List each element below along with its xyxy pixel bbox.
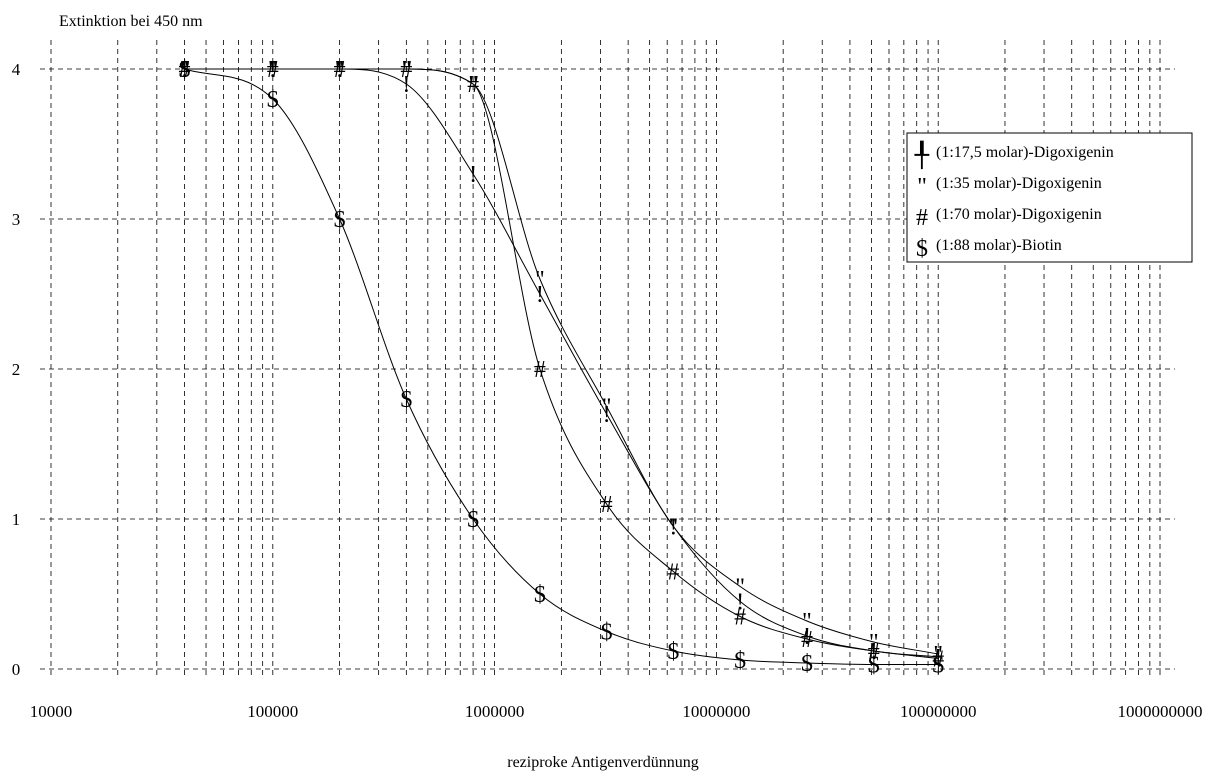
y-tick-label: 2 — [12, 360, 21, 379]
data-point-series-4: $ — [932, 653, 944, 679]
series-curves — [184, 68, 939, 665]
data-point-series-1: ! — [336, 57, 344, 83]
data-point-series-2: " — [401, 57, 411, 83]
series-line-4 — [184, 68, 939, 665]
x-tick-label: 100000 — [247, 702, 298, 721]
data-point-series-2: " — [933, 642, 943, 668]
data-point-series-3: # — [667, 560, 679, 586]
data-point-series-4: $ — [267, 87, 279, 113]
data-point-series-3: # — [534, 357, 546, 383]
data-point-series-1: ! — [269, 57, 277, 83]
data-point-series-1: ! — [603, 402, 611, 428]
data-point-series-1: ! — [181, 57, 189, 83]
data-point-series-3: # — [868, 639, 880, 665]
data-point-series-4: $ — [467, 507, 479, 533]
data-point-series-4: $ — [179, 57, 191, 83]
series-line-3 — [184, 68, 939, 659]
x-tick-label: 1000000000 — [1118, 702, 1203, 721]
legend-marker: ╀ — [914, 140, 930, 170]
data-point-series-3: # — [932, 647, 944, 673]
data-point-series-2: " — [735, 575, 745, 601]
data-point-series-3: # — [400, 57, 412, 83]
legend-marker: # — [916, 205, 928, 231]
data-point-series-2: " — [468, 72, 478, 98]
data-point-series-1: ! — [934, 645, 942, 671]
y-tick-label: 0 — [12, 660, 21, 679]
y-tick-label: 3 — [12, 210, 21, 229]
y-axis-label: Extinktion bei 450 nm — [59, 13, 203, 30]
data-point-series-4: $ — [400, 387, 412, 413]
y-tick-label: 1 — [12, 510, 21, 529]
x-tick-label: 1000000 — [465, 702, 525, 721]
legend-marker: $ — [916, 236, 928, 262]
data-point-series-4: $ — [734, 648, 746, 674]
legend-box — [906, 132, 1193, 263]
data-point-series-2: " — [535, 267, 545, 293]
data-point-series-4: $ — [601, 620, 613, 646]
legend-label: (1:17,5 molar)-Digoxigenin — [936, 144, 1114, 161]
data-point-series-4: $ — [868, 653, 880, 679]
data-point-series-1: ! — [669, 515, 677, 541]
x-tick-labels: 10000 100000 1000000 10000000 100000000 10000… — [30, 702, 1203, 721]
legend-marker: " — [917, 174, 927, 200]
x-tick-label: 100000000 — [900, 702, 977, 721]
data-point-series-2: " — [602, 395, 612, 421]
legend-label: (1:70 molar)-Digoxigenin — [936, 206, 1102, 223]
data-point-series-2: " — [335, 57, 345, 83]
data-point-series-3: # — [801, 627, 813, 653]
data-point-series-1: ! — [469, 162, 477, 188]
x-tick-label: 10000 — [30, 702, 73, 721]
data-point-series-4: $ — [334, 207, 346, 233]
y-tick-label: 4 — [12, 60, 21, 79]
data-point-series-2: " — [268, 57, 278, 83]
legend: ╀ (1:17,5 molar)-Digoxigenin " (1:35 molar)… — [906, 132, 1193, 263]
data-point-series-3: # — [601, 492, 613, 518]
x-tick-label: 10000000 — [682, 702, 750, 721]
legend-label: (1:88 molar)-Biotin — [936, 237, 1062, 254]
y-tick-labels: 0 1 2 3 4 — [12, 60, 21, 679]
data-point-series-3: # — [334, 57, 346, 83]
data-point-series-4: $ — [801, 651, 813, 677]
legend-label: (1:35 molar)-Digoxigenin — [936, 175, 1102, 192]
x-axis-label: reziproke Antigenverdünnung — [507, 754, 699, 771]
data-point-series-3: # — [734, 605, 746, 631]
data-point-series-4: $ — [534, 582, 546, 608]
data-point-series-1: ! — [402, 72, 410, 98]
data-point-series-3: # — [267, 57, 279, 83]
data-point-series-2: " — [180, 57, 190, 83]
data-point-series-2: " — [869, 630, 879, 656]
data-point-series-4: $ — [667, 639, 679, 665]
data-point-series-3: # — [179, 57, 191, 83]
data-point-series-1: ! — [736, 590, 744, 616]
data-point-series-2: " — [669, 515, 679, 541]
data-point-series-2: " — [802, 609, 812, 635]
data-point-series-1: ! — [536, 282, 544, 308]
data-point-series-1: ! — [870, 639, 878, 665]
data-point-series-1: ! — [803, 624, 811, 650]
series-markers: !!!!!!!!!!! !" " " """""""" "# # # ####### # #$$$$… — [179, 57, 945, 679]
grid — [40, 40, 1175, 678]
data-point-series-3: # — [467, 72, 479, 98]
